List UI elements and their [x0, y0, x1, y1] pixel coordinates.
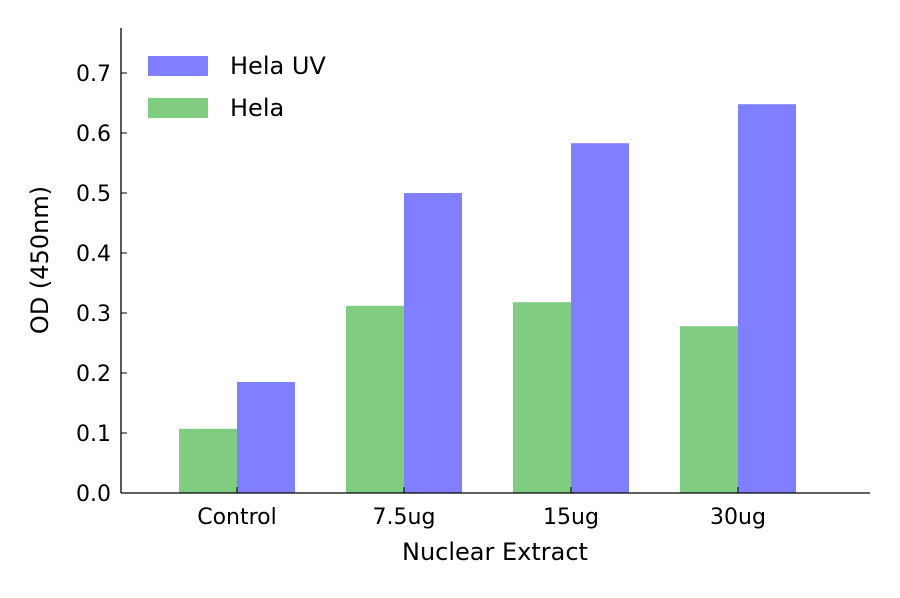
bar-hela-uv-75ug: [404, 193, 462, 493]
bar-hela-uv-15ug: [571, 143, 629, 493]
x-axis-label: Nuclear Extract: [402, 538, 588, 566]
legend: Hela UV Hela: [148, 52, 326, 122]
y-tick-label: 0.5: [76, 182, 111, 207]
bars-group: [179, 104, 796, 493]
bar-hela-uv-control: [237, 382, 295, 493]
y-tick-label: 0.4: [76, 242, 111, 267]
x-tick-label: 7.5ug: [373, 505, 436, 530]
y-tick-label: 0.6: [76, 122, 111, 147]
legend-label-hela: Hela: [230, 94, 284, 122]
y-tick-label: 0.3: [76, 302, 111, 327]
y-axis-label: OD (450nm): [26, 186, 54, 334]
bar-hela-75ug: [346, 305, 404, 493]
y-tick-label: 0.2: [76, 362, 111, 387]
x-tick-label: 30ug: [710, 505, 766, 530]
bar-hela-30ug: [680, 326, 738, 493]
bar-hela-uv-30ug: [738, 104, 796, 493]
y-tick-label: 0.7: [76, 62, 111, 87]
y-tick-label: 0.0: [76, 482, 111, 507]
y-tick-label: 0.1: [76, 422, 111, 447]
x-tick-label: Control: [197, 505, 277, 530]
bar-hela-15ug: [513, 302, 571, 493]
x-tick-label: 15ug: [543, 505, 599, 530]
legend-label-hela-uv: Hela UV: [230, 52, 326, 80]
legend-swatch-hela-uv: [148, 56, 208, 76]
axes-group: Control 7.5ug 15ug 30ug 0.0 0.1 0.2 0.3 0.4 0.5 0.…: [76, 28, 870, 530]
bar-hela-control: [179, 428, 237, 493]
legend-swatch-hela: [148, 98, 208, 118]
